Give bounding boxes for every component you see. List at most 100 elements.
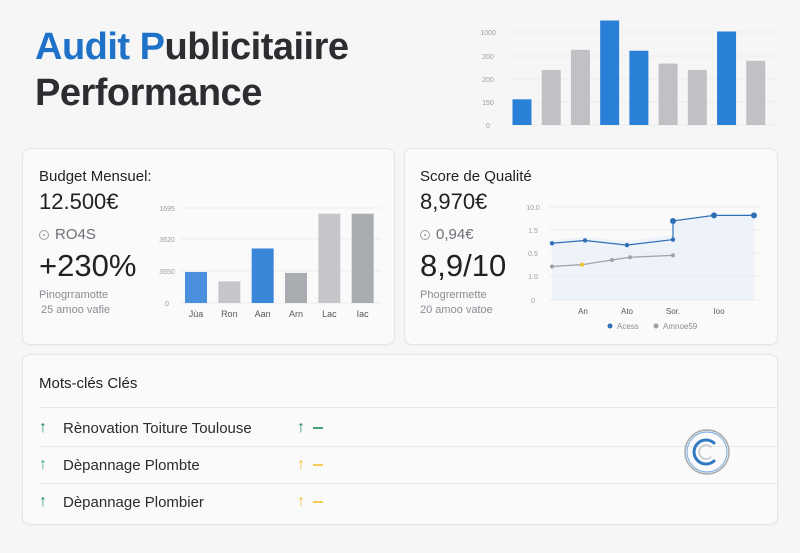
title-rest: ublicitaiire	[164, 26, 349, 68]
legend-marker	[607, 323, 613, 329]
cpc-label-row: 0,94€	[420, 226, 474, 243]
keyword-trend: ↑	[297, 493, 323, 511]
y-tick-label: 3620	[159, 237, 175, 244]
divider	[39, 483, 779, 484]
x-tick-label: Iac	[357, 309, 370, 319]
bar	[318, 213, 341, 303]
y-tick-label: 150	[482, 100, 494, 107]
budget-card: Budget Mensuel: 12.500€ RO4S +230% Pinog…	[22, 148, 395, 345]
trend-arrow-up-icon: ↑	[297, 419, 305, 436]
divider	[39, 446, 779, 447]
y-tick-label: 0	[486, 123, 490, 130]
title-accent: Audit P	[35, 26, 165, 68]
chart-lines: An Ato Sor. Ioo	[549, 212, 757, 316]
y-tick-label: 200	[482, 77, 494, 84]
bar	[285, 272, 307, 303]
roas-label-row: RO4S	[39, 226, 96, 243]
data-point	[582, 238, 588, 243]
trend-arrow-up-icon: ↑	[297, 456, 305, 473]
bar	[351, 213, 374, 303]
data-point	[671, 253, 675, 258]
keywords-card: Mots-clés Clés ↑ Rènovation Toiture Toulo…	[22, 354, 779, 525]
data-point	[670, 217, 676, 224]
bar	[600, 20, 620, 125]
bar	[629, 50, 649, 125]
chart-grid: 0 1.0 0.5 1.5 10.0	[526, 205, 761, 305]
data-point	[624, 242, 630, 248]
score-value: 8,9/10	[420, 248, 507, 283]
quality-score-card: Score de Qualité 8,970€ 0,94€ 8,9/10 Pho…	[404, 148, 778, 345]
keyword-label: Dèpannage Plombier	[63, 493, 204, 511]
trend-dash-icon	[313, 427, 323, 429]
budget-note-1: Pinogrramotte	[39, 289, 109, 301]
legend-label: Acess	[617, 322, 639, 331]
roas-label: RO4S	[55, 226, 96, 243]
page-title: Audit Publicitaiire Performance	[35, 24, 349, 116]
data-point	[549, 241, 555, 246]
roas-value: +230%	[39, 248, 137, 283]
keyword-row[interactable]: ↑ Dèpannage Plombte ↑	[39, 447, 759, 483]
x-tick-label: Jùa	[189, 309, 204, 319]
score-note-2: 20 amoo vatoe	[420, 304, 493, 316]
bar	[746, 60, 766, 126]
x-tick-label: Ron	[221, 309, 238, 319]
keyword-row[interactable]: ↑ Dèpannage Plombier ↑	[39, 484, 759, 520]
chart-bars: Jùa Ron Aan Arn Lac Iac	[185, 213, 374, 319]
bar	[687, 70, 707, 125]
keyword-trend: ↑	[297, 419, 323, 437]
cpc-label: 0,94€	[436, 226, 474, 243]
legend-label: Amnoe59	[663, 322, 698, 331]
info-circle-icon	[420, 229, 430, 240]
chart-bars	[512, 20, 766, 126]
data-point	[670, 237, 676, 242]
score-note-1: Phogrermette	[420, 289, 487, 301]
bar	[541, 70, 561, 125]
arrow-up-icon: ↑	[39, 493, 47, 510]
x-tick-label: Ioo	[713, 307, 725, 316]
trend-arrow-up-icon: ↑	[297, 493, 305, 510]
y-tick-label: 200	[482, 54, 494, 61]
score-title: Score de Qualité	[420, 168, 532, 185]
x-tick-label: Arn	[289, 309, 303, 319]
keyword-row[interactable]: ↑ Rènovation Toiture Toulouse ↑	[39, 410, 759, 446]
y-tick-label: 0	[531, 298, 535, 305]
area-fill	[552, 215, 754, 300]
budget-amount: 12.500€	[39, 189, 119, 214]
data-point	[580, 262, 584, 267]
keyword-label: Rènovation Toiture Toulouse	[63, 419, 252, 437]
y-tick-label: 10.0	[526, 205, 540, 212]
budget-note-2: 25 amoo vafie	[41, 304, 111, 316]
arrow-up-icon: ↑	[39, 456, 47, 473]
title-line2: Performance	[35, 72, 262, 114]
bar	[218, 281, 241, 303]
x-tick-label: Ato	[621, 307, 634, 316]
data-point	[751, 212, 757, 219]
bar	[251, 248, 274, 303]
data-point	[610, 258, 614, 263]
bar	[512, 99, 532, 125]
score-amount: 8,970€	[420, 189, 488, 214]
bar	[717, 31, 737, 125]
y-tick-label: 1000	[480, 30, 496, 37]
y-tick-label: 3550	[159, 269, 175, 276]
data-point	[550, 264, 554, 269]
trend-dash-icon	[313, 464, 323, 466]
y-tick-label: 0.5	[528, 251, 538, 258]
keyword-label: Dèpannage Plombte	[63, 456, 200, 474]
arrow-up-icon: ↑	[39, 419, 47, 436]
copyright-c-icon	[684, 429, 730, 475]
x-tick-label: Aan	[255, 309, 271, 319]
divider	[39, 407, 779, 408]
keywords-title: Mots-clés Clés	[39, 375, 138, 392]
quality-line-chart: 0 1.0 0.5 1.5 10.0 An Ato Sor. Ioo Acess Amnoe59	[526, 205, 761, 331]
x-tick-label: An	[578, 307, 588, 316]
y-tick-label: 1.5	[528, 228, 538, 235]
keyword-trend: ↑	[297, 456, 323, 474]
info-circle-icon	[39, 229, 49, 240]
bar	[185, 271, 207, 303]
y-tick-label: 1.0	[528, 274, 538, 281]
y-tick-label: 1695	[159, 206, 175, 213]
x-tick-label: Sor.	[666, 307, 680, 316]
trend-dash-icon	[313, 501, 323, 503]
legend-marker	[653, 323, 659, 329]
